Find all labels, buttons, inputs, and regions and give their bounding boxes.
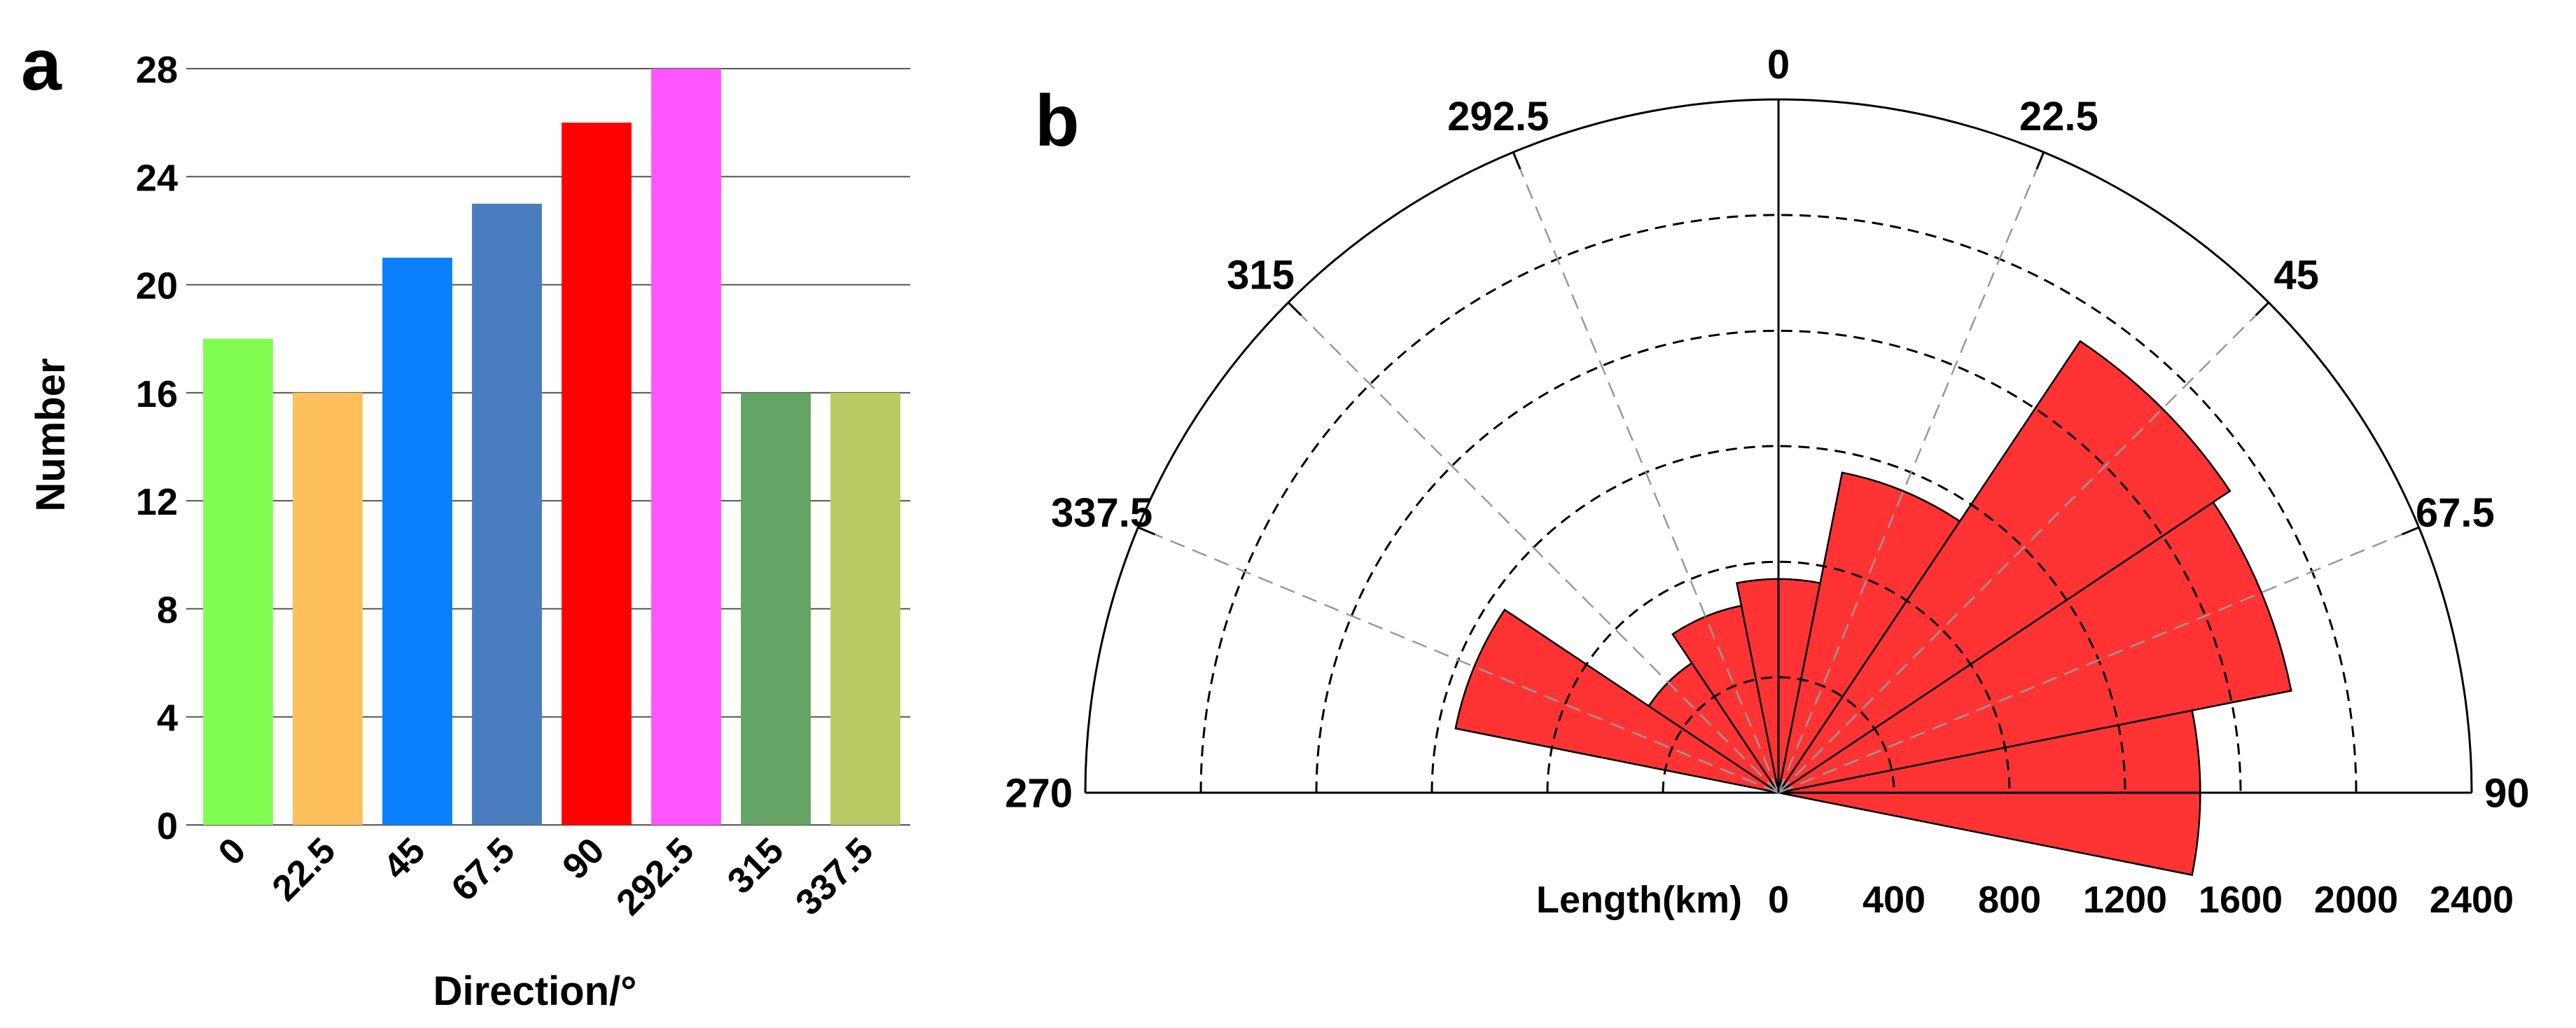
rose-angle-tick <box>1137 526 1155 536</box>
bar-y-tick-labels: 0 4 8 12 16 20 24 28 <box>136 49 178 847</box>
bar-y-tick-label: 28 <box>136 49 178 91</box>
rose-radial-tick-label: 1600 <box>2199 879 2283 921</box>
bar-y-tick-label: 0 <box>157 805 178 847</box>
rose-angle-tick <box>1512 151 1522 169</box>
bar-y-tick-label: 8 <box>157 589 178 631</box>
rose-radial-tick-label: 800 <box>1978 879 2041 921</box>
bar <box>830 392 900 825</box>
bar-y-tick-label: 4 <box>157 697 178 739</box>
bar-x-axis-label: Direction/° <box>433 968 637 1014</box>
rose-sectors <box>1454 340 2292 876</box>
bar-y-tick-label: 20 <box>136 265 178 307</box>
bar-y-tick-label: 16 <box>136 373 178 415</box>
rose-angle-label: 337.5 <box>1051 490 1153 536</box>
rose-radial-tick-label: 2000 <box>2314 879 2398 921</box>
rose-spoke <box>1778 302 2269 793</box>
bar-x-tick-label: 337.5 <box>788 830 881 923</box>
rose-sector <box>1777 471 1961 793</box>
rose-radial-tick-label: 2400 <box>2430 879 2514 921</box>
rose-angle-label: 67.5 <box>2416 490 2495 536</box>
rose-angle-tick <box>2402 526 2420 536</box>
rose-ring <box>1546 560 2011 793</box>
bar-series <box>203 69 900 826</box>
bar <box>472 203 542 825</box>
panel-letter-b: b <box>1035 81 1080 162</box>
bar-y-tick-label: 24 <box>136 157 178 199</box>
rose-chart-panel: b 270 337.5 315 292.5 0 22.5 45 67.5 90 0 400 800 1… <box>1005 42 2529 921</box>
rose-angle-tick <box>1287 301 1302 317</box>
rose-spoke <box>1137 526 1779 794</box>
rose-ring <box>1430 445 2126 793</box>
bar-x-tick-label: 67.5 <box>444 830 523 909</box>
bar <box>382 258 452 825</box>
rose-angle-tick <box>2035 151 2045 169</box>
rose-spoke <box>1778 526 2420 794</box>
rose-ring <box>1199 214 2358 793</box>
rose-angle-label: 292.5 <box>1447 94 1549 139</box>
rose-radial-tick-label: 0 <box>1768 879 1789 921</box>
bar-y-axis-label: Number <box>28 358 74 511</box>
rose-radial-tick-label: 1200 <box>2083 879 2167 921</box>
rose-spoke <box>1288 302 1779 793</box>
rose-spoke <box>1512 151 1780 793</box>
rose-angle-tick <box>2255 301 2270 317</box>
bar-x-tick-label: 22.5 <box>265 830 344 909</box>
rose-angle-label: 315 <box>1227 253 1295 298</box>
rose-radial-axis-label: Length(km) <box>1536 879 1742 921</box>
bar <box>203 338 273 825</box>
rose-radial-tick-label: 400 <box>1863 879 1926 921</box>
rose-angle-spokes <box>1085 99 2472 794</box>
rose-radial-tick-labels: 0 400 800 1200 1600 2000 2400 <box>1768 879 2514 921</box>
bar <box>293 392 363 825</box>
rose-angle-label: 22.5 <box>2019 94 2098 139</box>
rose-ring <box>1662 676 1895 793</box>
rose-spoke <box>1777 151 2045 793</box>
rose-angle-label: 90 <box>2484 770 2530 816</box>
bar <box>651 69 721 825</box>
bar-x-tick-label: 315 <box>720 830 791 901</box>
rose-angle-labels: 270 337.5 315 292.5 0 22.5 45 67.5 90 <box>1005 42 2529 816</box>
rose-angle-label: 270 <box>1005 770 1073 816</box>
rose-angle-label: 45 <box>2274 253 2319 298</box>
bar-x-tick-label: 90 <box>555 830 613 887</box>
bar <box>562 123 632 826</box>
rose-angle-label: 0 <box>1767 42 1790 88</box>
rose-sector <box>1778 501 2292 794</box>
rose-sector <box>1454 609 1779 794</box>
bar-x-tick-label: 0 <box>211 830 253 873</box>
bar <box>741 392 811 825</box>
bar-x-tick-label: 292.5 <box>608 830 702 923</box>
panel-letter-a: a <box>21 25 62 106</box>
bar-x-tick-label: 45 <box>376 830 433 887</box>
bar-y-tick-label: 12 <box>136 481 178 523</box>
